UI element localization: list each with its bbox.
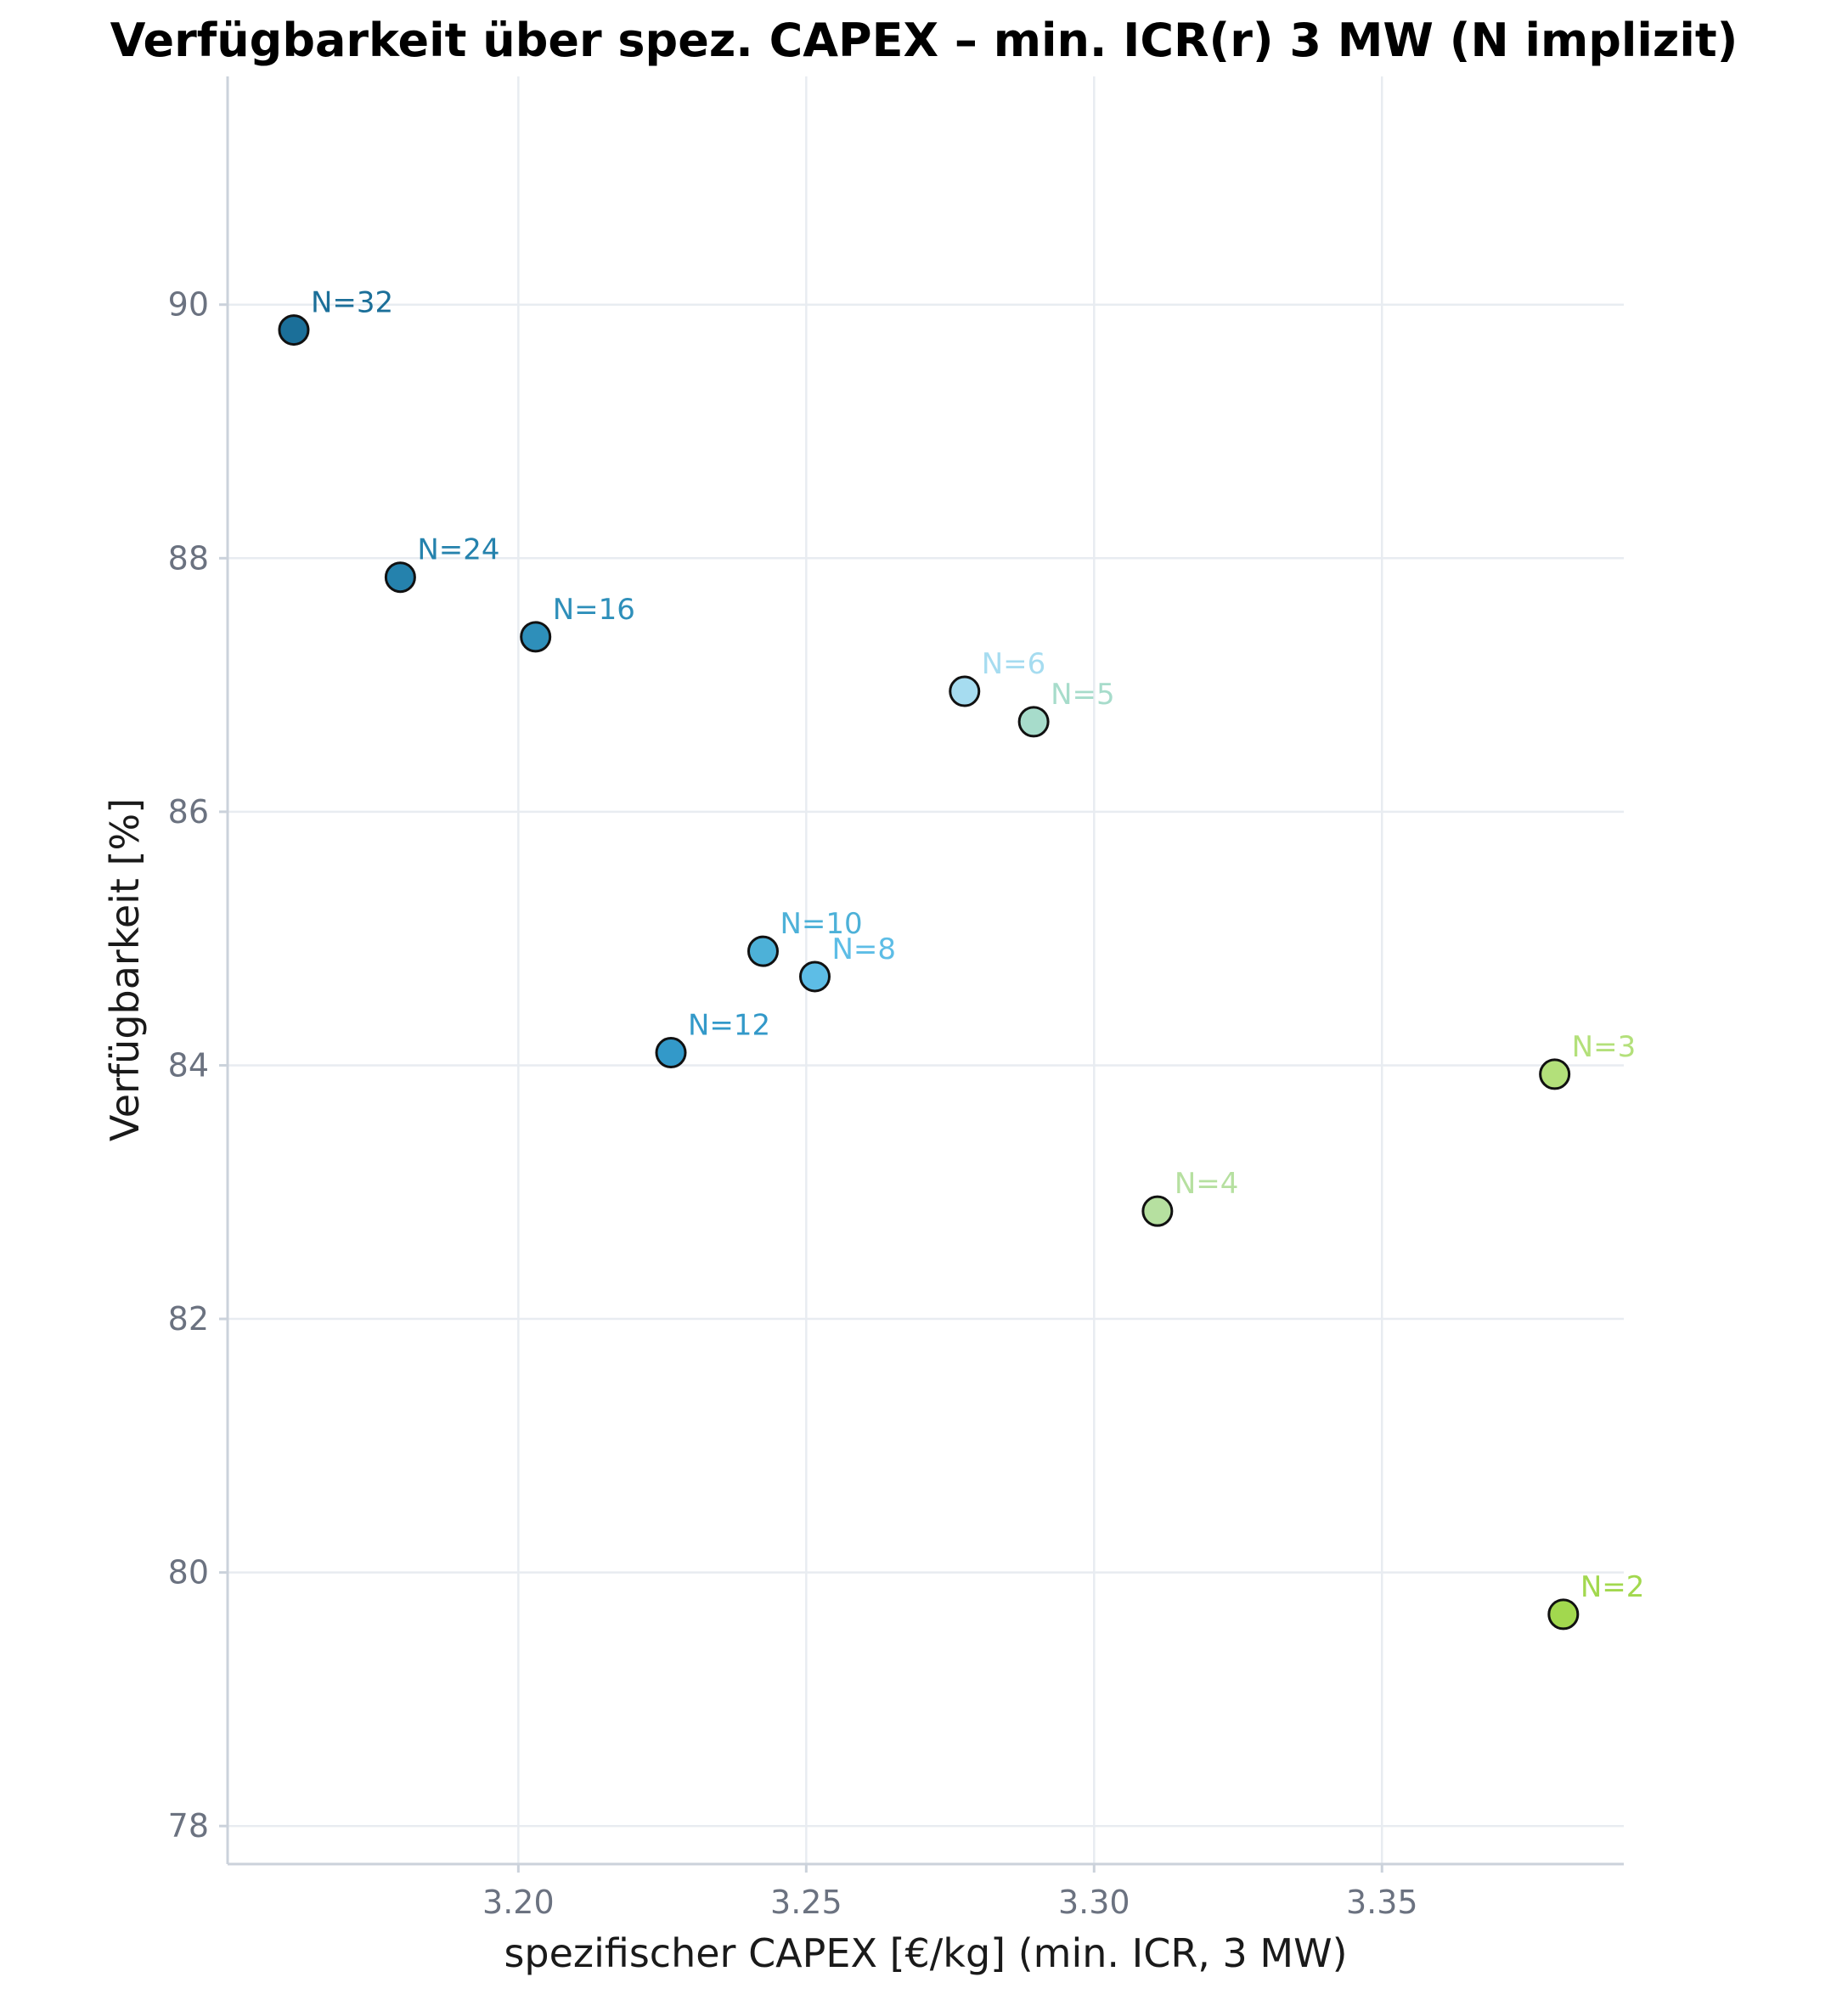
data-point <box>1141 1195 1174 1227</box>
y-tick-label: 88 <box>168 539 209 577</box>
point-label: N=4 <box>1175 1167 1239 1201</box>
data-point <box>949 675 981 707</box>
y-tick-label: 86 <box>168 793 209 831</box>
point-label: N=5 <box>1051 678 1115 712</box>
point-label: N=16 <box>553 593 635 627</box>
y-tick-label: 80 <box>168 1554 209 1591</box>
chart-title: Verfügbarkeit über spez. CAPEX – min. IC… <box>110 14 1738 67</box>
point-labels: N=32 N=24 N=16 N=12 N=10N=8 N=6N=5 N=4 N=3 N=2 <box>311 286 1644 1604</box>
point-label: N=6 <box>982 647 1046 681</box>
data-point <box>1547 1598 1580 1631</box>
point-label: N=2 <box>1580 1570 1645 1604</box>
axes-layer <box>226 76 1624 1866</box>
point-label: N=8 <box>831 932 896 966</box>
grid-layer <box>228 76 1624 1864</box>
x-tick-label: 3.20 <box>482 1884 555 1921</box>
y-tick-label: 78 <box>168 1807 209 1845</box>
y-tick-label: 84 <box>168 1046 209 1084</box>
point-label: N=32 <box>311 286 393 320</box>
x-axis-label: spezifischer CAPEX [€/kg] (min. ICR, 3 M… <box>504 1930 1347 1976</box>
x-tick-label: 3.35 <box>1346 1884 1418 1921</box>
y-tick-labels: 78 80 82 84 86 88 90 <box>168 286 228 1845</box>
data-point <box>520 621 552 653</box>
y-tick-label: 90 <box>168 286 209 324</box>
y-tick-label: 82 <box>168 1300 209 1338</box>
point-label: N=12 <box>688 1009 770 1043</box>
data-point <box>1539 1058 1571 1090</box>
data-point <box>747 935 779 967</box>
data-point <box>384 561 416 594</box>
x-tick-labels: 3.20 3.25 3.30 3.35 <box>482 1864 1418 1921</box>
point-label: N=3 <box>1572 1030 1637 1064</box>
data-points <box>278 314 1580 1631</box>
point-label: N=24 <box>417 533 499 567</box>
x-tick-label: 3.30 <box>1058 1884 1130 1921</box>
x-tick-label: 3.25 <box>770 1884 842 1921</box>
data-point <box>278 314 310 346</box>
data-point <box>1017 706 1050 738</box>
data-point <box>798 960 831 993</box>
y-axis-label: Verfügbarkeit [%] <box>102 798 148 1141</box>
data-point <box>655 1037 687 1069</box>
point-label: N=10 <box>780 907 862 941</box>
